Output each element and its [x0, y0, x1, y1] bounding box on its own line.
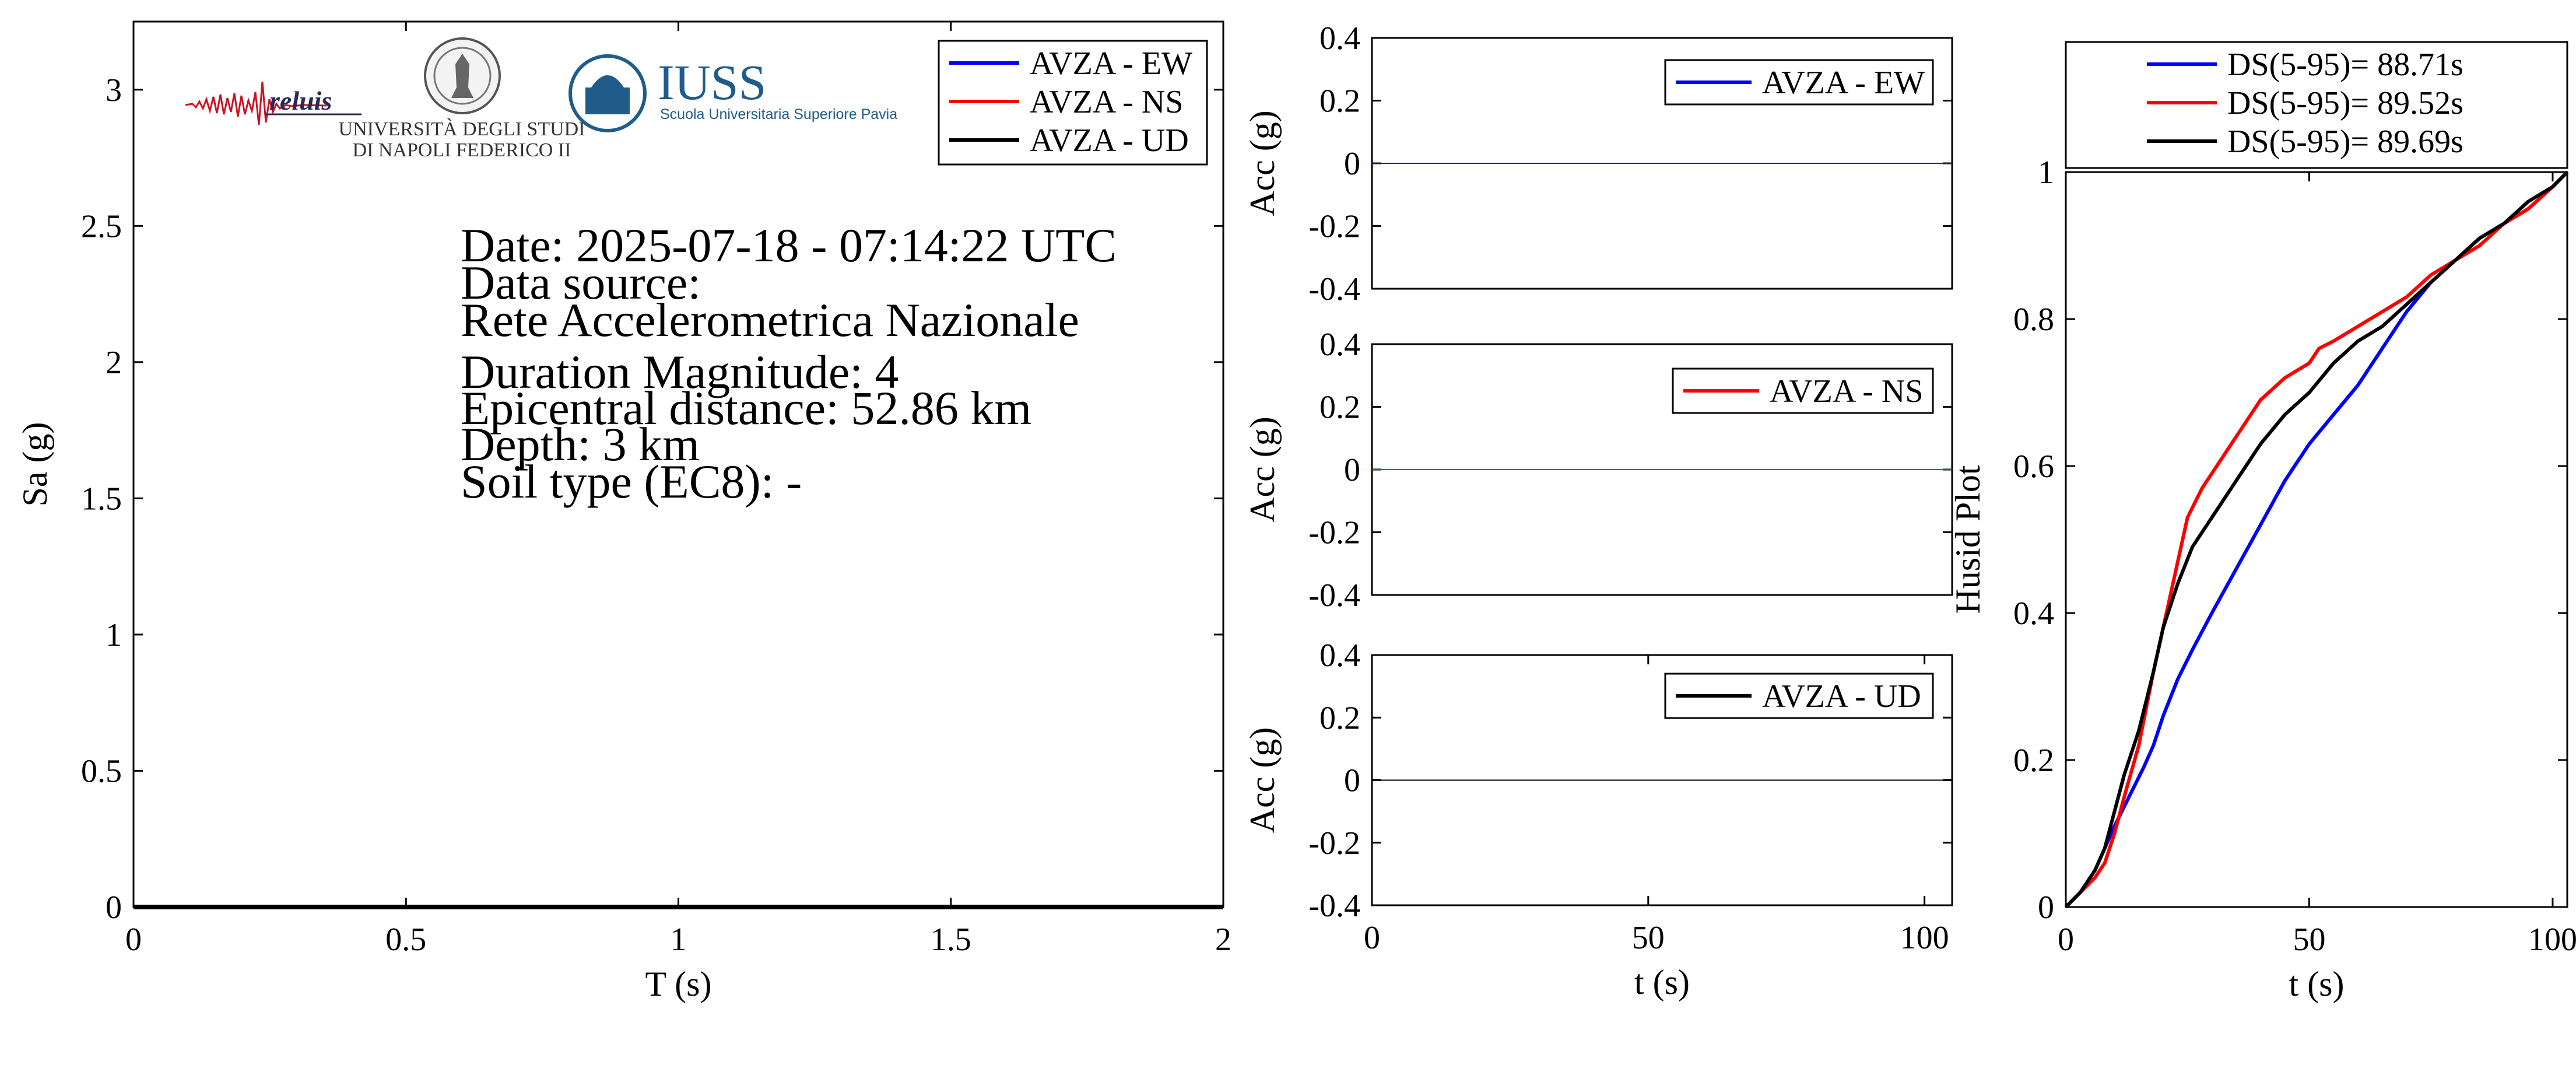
spectrum-ytick-label: 0.5: [81, 753, 122, 789]
unina-seal-inner: [433, 47, 492, 105]
husid-plot-frame: [2065, 171, 2568, 908]
spectrum-ytick-label: 0: [106, 890, 122, 926]
acc_ns-ytick-label: -0.2: [1308, 515, 1360, 551]
husid-series-line-2: [2064, 170, 2569, 909]
husid-legend-label-1: DS(5-95)= 88.71s: [2227, 47, 2463, 83]
spectrum-panel: 0 0.5 1 1.5 2 2.5 3 0 0.5 1 1.5 2 T (s) Sa (g) AVZA - …: [16, 20, 1231, 1003]
spectrum-xtick-label: 0.5: [385, 922, 426, 958]
acc_ew-ytick-label: 0.4: [1319, 20, 1360, 57]
spectrum-ytick-label: 2: [106, 345, 122, 381]
acc_ud-yaxis-label: Acc (g): [1243, 727, 1282, 834]
reluis-wordmark: reluis: [269, 86, 332, 115]
spectrum-legend-label-2: AVZA - NS: [1030, 84, 1183, 120]
iuss-emblem-dome: [591, 75, 624, 87]
acc_ns-yaxis-label: Acc (g): [1243, 416, 1282, 523]
husid-ytick-label: 0.4: [2013, 596, 2054, 632]
acc_ud-xtick-label: 100: [1900, 920, 1949, 956]
acc_ns-ytick-label: 0.2: [1319, 390, 1360, 426]
husid-ytick-label: 0: [2038, 890, 2054, 926]
husid-legend-label-2: DS(5-95)= 89.52s: [2227, 85, 2463, 121]
unina-logo: UNIVERSITÀ DEGLI STUDI DI NAPOLI FEDERIC…: [338, 37, 585, 161]
acc_ew-ytick-label: 0: [1344, 146, 1360, 182]
husid-ytick-label: 0.6: [2013, 449, 2054, 485]
husid-ytick-label: 0.2: [2013, 743, 2054, 779]
soil-type: Soil type (EC8): -: [461, 455, 802, 508]
spectrum-ytick-label: 1: [106, 617, 122, 653]
acc_ud-xaxis-label: t (s): [1634, 963, 1690, 1002]
acc_ud-legend-label-1: AVZA - UD: [1762, 678, 1921, 715]
acc_ud-ytick-label: -0.4: [1308, 888, 1360, 924]
spectrum-xaxis-label: T (s): [645, 965, 712, 1003]
iuss-logo: IUSS Scuola Universitaria Superiore Pavi…: [568, 54, 897, 132]
acc-ud-panel: -0.4 -0.2 0 0.2 0.4 0 50 100 t (s) Acc (g) AVZA - …: [1243, 638, 1953, 1002]
spectrum-yaxis-label: Sa (g): [16, 422, 54, 507]
spectrum-xtick-label: 0: [125, 922, 142, 958]
iuss-title: IUSS: [658, 54, 766, 110]
acc_ns-legend: AVZA - NS: [1672, 367, 1934, 414]
acc_ew-ytick-label: -0.4: [1308, 271, 1360, 307]
depth: Depth: 3 km: [461, 418, 700, 471]
acc_ud-legend: AVZA - UD: [1664, 673, 1934, 719]
data-source-label: Data source:: [461, 256, 701, 309]
acc_ew-ytick-label: -0.2: [1308, 209, 1360, 245]
acc-ew-panel: -0.4 -0.2 0 0.2 0.4 Acc (g) AVZA - EW: [1243, 20, 1953, 307]
acc_ud-xtick-label: 0: [1364, 920, 1380, 956]
spectrum-legend-label-3: AVZA - UD: [1030, 122, 1189, 159]
spectrum-ytick-label: 1.5: [81, 481, 122, 517]
data-source-value: Rete Accelerometrica Nazionale: [461, 293, 1079, 346]
acc_ud-xtick-label: 50: [1632, 920, 1665, 956]
unina-seal-figure: [451, 54, 473, 98]
acc_ud-ytick-label: -0.2: [1308, 825, 1360, 862]
acc_ns-legend-label-1: AVZA - NS: [1770, 373, 1923, 409]
acc_ns-ytick-label: 0.4: [1319, 327, 1360, 363]
epicentral-distance: Epicentral distance: 52.86 km: [461, 381, 1031, 435]
acc_ew-ytick-label: 0.2: [1319, 83, 1360, 120]
husid-legend-label-3: DS(5-95)= 89.69s: [2227, 124, 2463, 160]
husid-series-line-3: [2064, 170, 2569, 909]
iuss-subtitle: Scuola Universitaria Superiore Pavia: [660, 106, 897, 122]
husid-xtick-label: 0: [2058, 922, 2074, 958]
acc_ew-yaxis-label: Acc (g): [1243, 110, 1282, 216]
unina-line2: DI NAPOLI FEDERICO II: [353, 139, 571, 161]
spectrum-xtick-label: 1: [671, 922, 687, 958]
acc_ns-ytick-label: 0: [1344, 452, 1360, 488]
husid-ytick-label: 0.8: [2013, 302, 2054, 338]
unina-line1: UNIVERSITÀ DEGLI STUDI: [338, 118, 585, 140]
husid-ytick-label: 1: [2038, 155, 2054, 191]
acc_ud-ytick-label: 0: [1344, 763, 1360, 799]
acc-ns-panel: -0.4 -0.2 0 0.2 0.4 Acc (g) AVZA - NS: [1243, 327, 1953, 614]
spectrum-xtick-label: 2: [1215, 922, 1231, 958]
spectrum-ytick-label: 2.5: [81, 208, 122, 244]
husid-xtick-label: 100: [2528, 922, 2576, 958]
acc_ew-legend: AVZA - EW: [1664, 59, 1934, 106]
acc_ud-ytick-label: 0.4: [1319, 638, 1360, 674]
event-info: Date: 2025-07-18 - 07:14:22 UTC Data sou…: [461, 219, 1117, 508]
event-date: Date: 2025-07-18 - 07:14:22 UTC: [461, 219, 1117, 272]
reluis-logo: reluis: [185, 81, 362, 125]
husid-xaxis-label: t (s): [2289, 965, 2345, 1003]
husid-xtick-label: 50: [2293, 922, 2325, 958]
spectrum-legend-label-1: AVZA - EW: [1030, 45, 1192, 82]
reluis-waveform: [185, 81, 327, 125]
spectrum-xtick-label: 1.5: [931, 922, 971, 958]
duration-magnitude: Duration Magnitude: 4: [461, 345, 899, 398]
spectrum-ytick-label: 3: [106, 72, 122, 108]
acc_ew-legend-label-1: AVZA - EW: [1762, 65, 1925, 101]
iuss-emblem-building: [585, 87, 630, 114]
acc_ns-ytick-label: -0.4: [1308, 577, 1360, 614]
acc_ud-ytick-label: 0.2: [1319, 700, 1360, 736]
husid-yaxis-label: Husid Plot: [1949, 465, 1987, 614]
husid-panel: 0 0.2 0.4 0.6 0.8 1 0 50 100 t (s) Husid Plot DS(5-…: [1949, 41, 2576, 1003]
